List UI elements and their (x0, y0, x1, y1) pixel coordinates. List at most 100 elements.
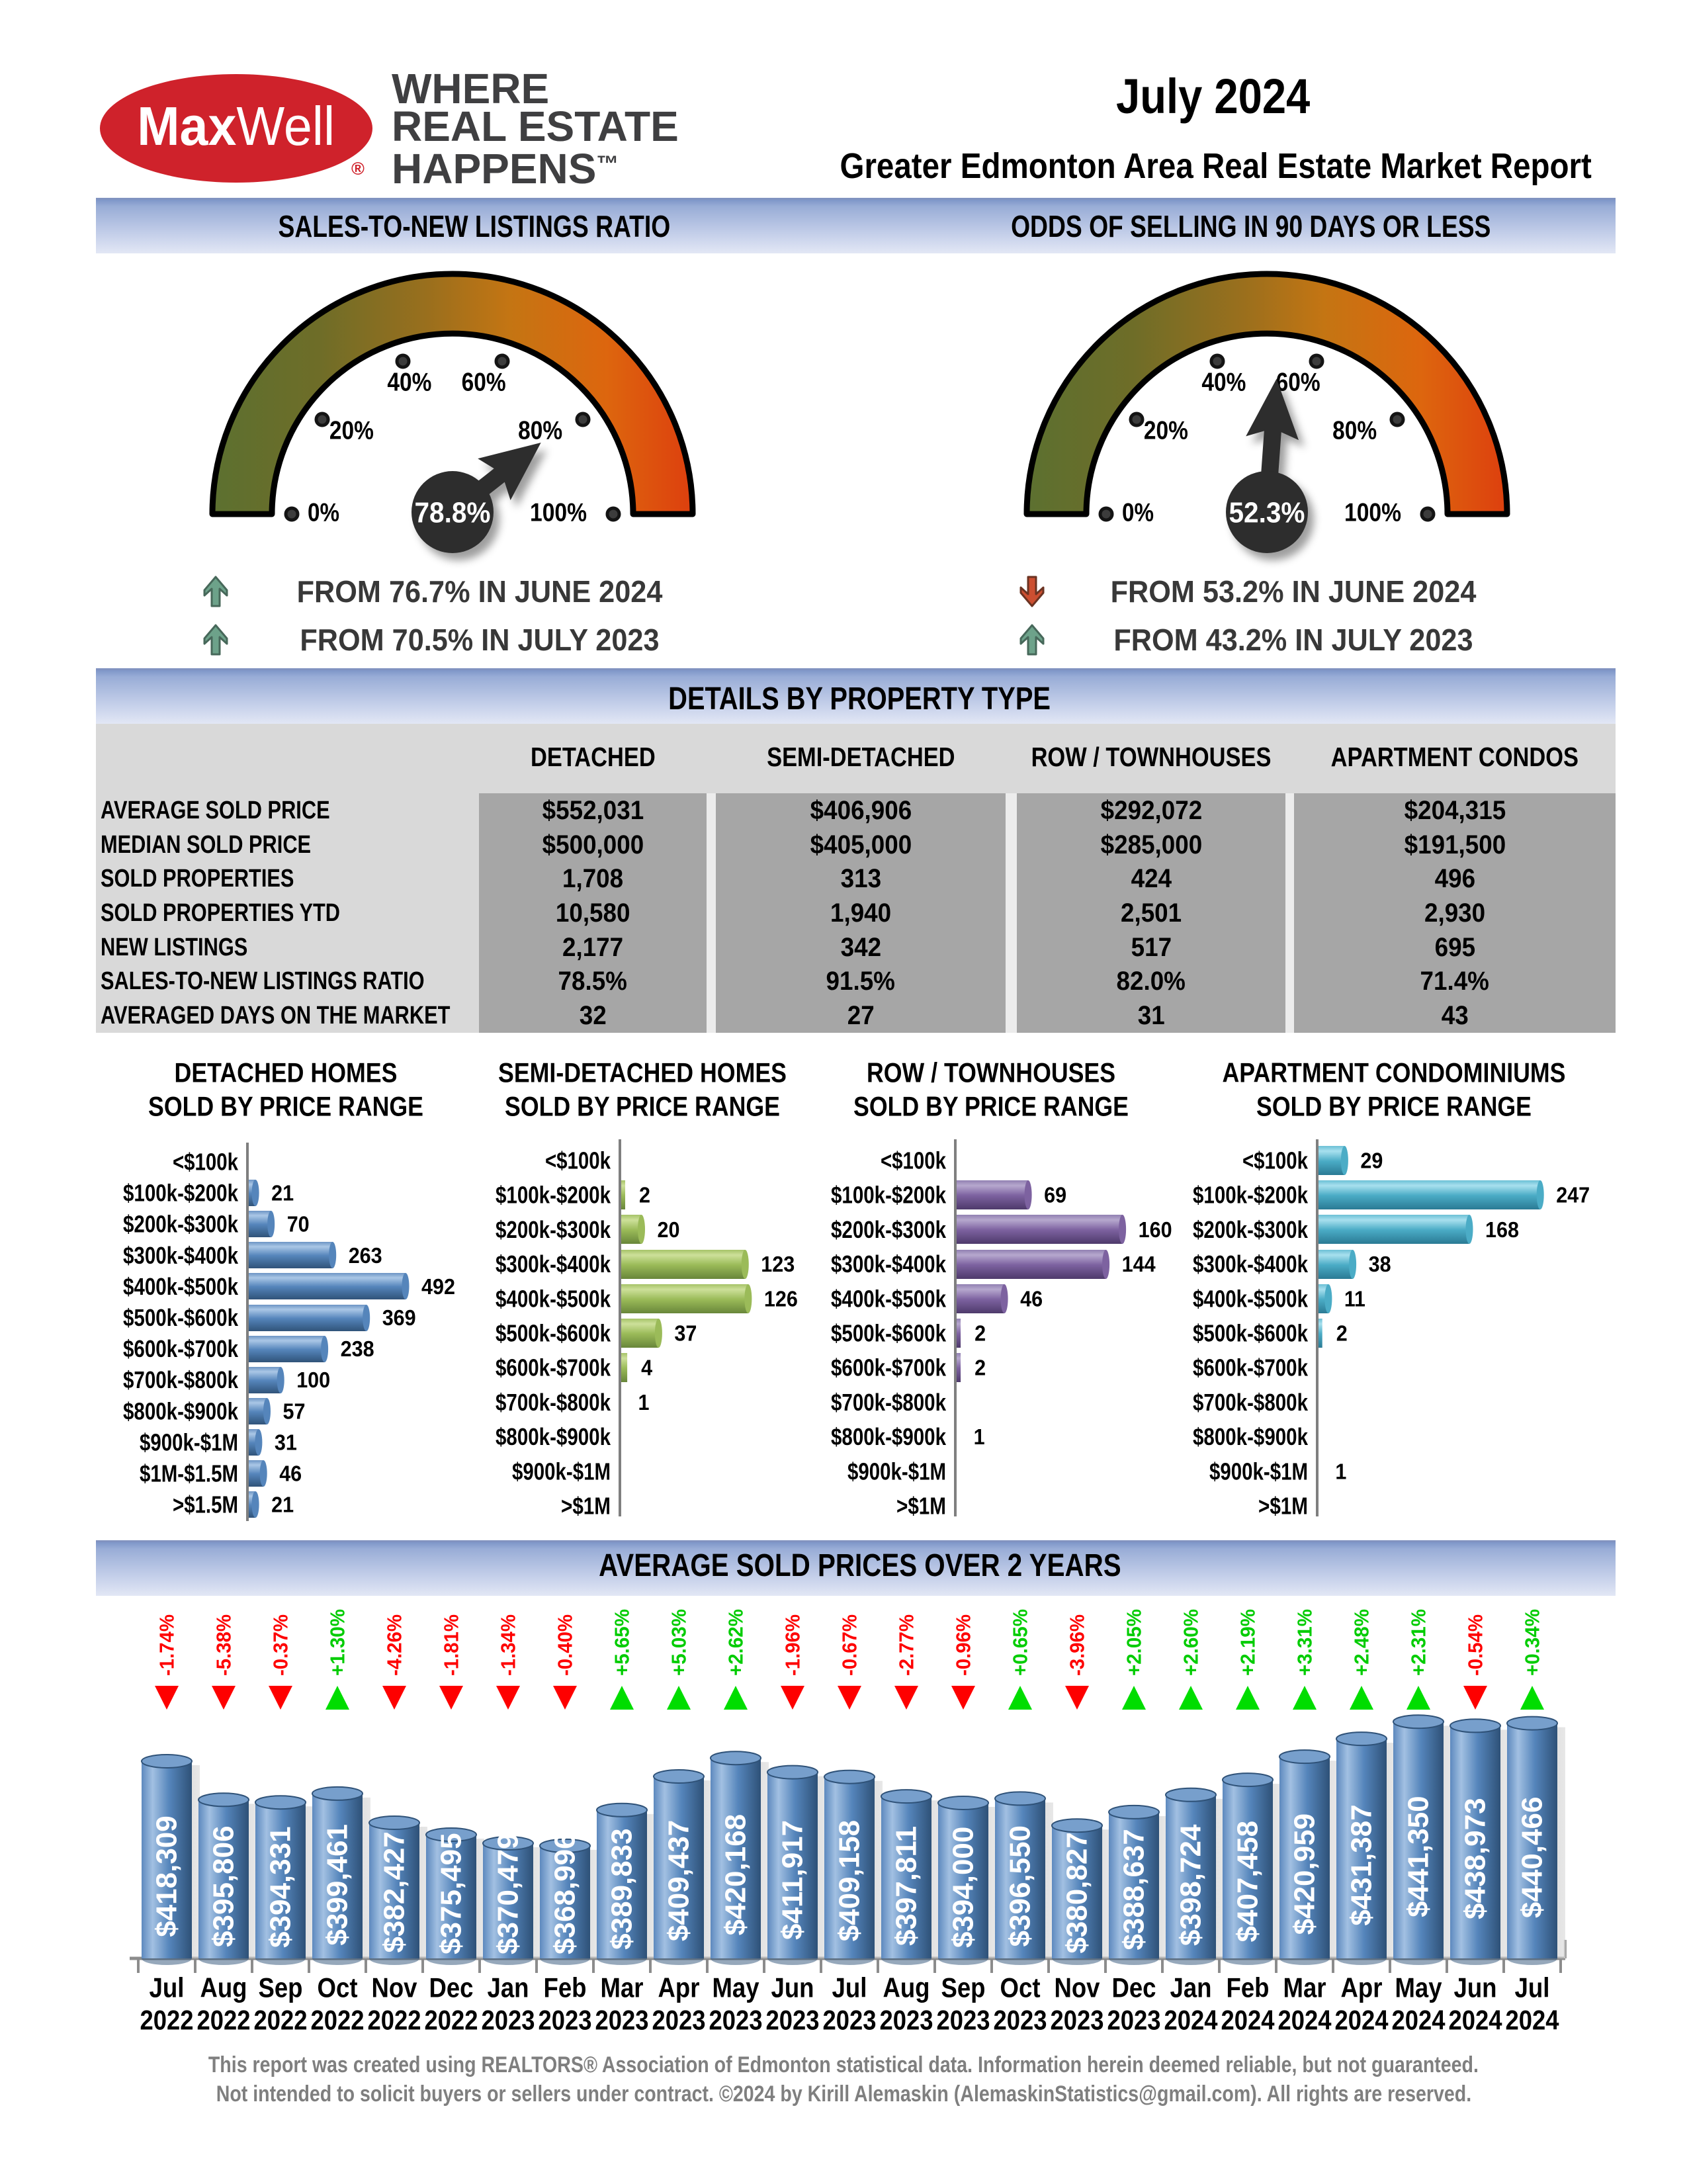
svg-text:<$100k: <$100k (1242, 1147, 1309, 1174)
svg-text:$300k-$400k: $300k-$400k (831, 1250, 947, 1278)
svg-text:Apr: Apr (658, 1972, 700, 2003)
svg-text:Sep: Sep (941, 1972, 986, 2003)
svg-text:$409,437: $409,437 (663, 1820, 695, 1942)
svg-text:$900k-$1M: $900k-$1M (847, 1458, 946, 1485)
svg-text:Jul: Jul (1515, 1972, 1550, 2003)
svg-text:$200k-$300k: $200k-$300k (123, 1211, 239, 1238)
svg-text:40%: 40% (1201, 368, 1246, 396)
svg-text:-1.96%: -1.96% (781, 1614, 804, 1676)
svg-text:$500k-$600k: $500k-$600k (123, 1304, 239, 1331)
svg-text:46: 46 (279, 1462, 302, 1486)
svg-text:Aug: Aug (200, 1972, 247, 2003)
svg-text:52.3%: 52.3% (1229, 497, 1305, 529)
svg-text:$500k-$600k: $500k-$600k (1193, 1320, 1309, 1347)
svg-text:DETACHED HOMES: DETACHED HOMES (175, 1057, 398, 1088)
svg-text:$500k-$600k: $500k-$600k (831, 1320, 947, 1347)
svg-text:$300k-$400k: $300k-$400k (1193, 1250, 1309, 1278)
svg-text:Apr: Apr (1341, 1972, 1383, 2003)
svg-text:60%: 60% (1276, 368, 1320, 396)
svg-text:2023: 2023 (709, 2005, 763, 2036)
svg-text:Oct: Oct (1000, 1972, 1041, 2003)
svg-text:2022: 2022 (425, 2005, 478, 2036)
svg-text:Nov: Nov (372, 1972, 418, 2003)
svg-text:$418,309: $418,309 (151, 1815, 183, 1937)
svg-text:Jan: Jan (1170, 1972, 1212, 2003)
svg-text:20%: 20% (329, 417, 374, 445)
svg-text:May: May (713, 1972, 760, 2003)
svg-text:Dec: Dec (429, 1972, 474, 2003)
svg-text:80%: 80% (518, 417, 562, 445)
svg-text:11: 11 (1344, 1286, 1365, 1311)
svg-text:2024: 2024 (1392, 2005, 1446, 2036)
svg-text:2: 2 (1336, 1321, 1348, 1346)
svg-text:2023: 2023 (1107, 2005, 1161, 2036)
svg-text:2: 2 (974, 1356, 986, 1380)
svg-text:+2.19%: +2.19% (1236, 1609, 1260, 1676)
svg-text:37: 37 (674, 1321, 697, 1346)
svg-text:$100k-$200k: $100k-$200k (123, 1180, 239, 1207)
svg-text:$400k-$500k: $400k-$500k (123, 1273, 239, 1300)
svg-text:144: 144 (1122, 1252, 1156, 1276)
svg-text:Jan: Jan (488, 1972, 529, 2003)
svg-text:Feb: Feb (1227, 1972, 1270, 2003)
svg-text:126: 126 (764, 1286, 798, 1311)
svg-text:2022: 2022 (254, 2005, 308, 2036)
svg-text:$397,811: $397,811 (890, 1826, 923, 1946)
svg-text:+2.60%: +2.60% (1180, 1609, 1203, 1676)
svg-text:4: 4 (641, 1356, 653, 1380)
svg-text:Jun: Jun (1454, 1972, 1497, 2003)
svg-text:100%: 100% (530, 499, 587, 527)
svg-text:$394,331: $394,331 (265, 1826, 297, 1948)
svg-text:$800k-$900k: $800k-$900k (831, 1423, 947, 1450)
svg-text:$407,458: $407,458 (1232, 1821, 1264, 1943)
svg-text:-0.37%: -0.37% (269, 1614, 292, 1676)
svg-text:$600k-$700k: $600k-$700k (831, 1354, 947, 1381)
svg-text:+0.34%: +0.34% (1521, 1609, 1544, 1676)
svg-text:<$100k: <$100k (881, 1147, 947, 1174)
svg-text:2023: 2023 (482, 2005, 535, 2036)
svg-text:$368,996: $368,996 (549, 1833, 582, 1954)
svg-text:$440,466: $440,466 (1516, 1797, 1549, 1919)
svg-text:$382,427: $382,427 (378, 1831, 411, 1953)
svg-text:38: 38 (1369, 1252, 1391, 1276)
svg-text:20: 20 (658, 1217, 680, 1242)
svg-text:$800k-$900k: $800k-$900k (496, 1423, 611, 1450)
svg-text:2023: 2023 (880, 2005, 933, 2036)
svg-text:$300k-$400k: $300k-$400k (123, 1242, 239, 1269)
svg-text:+2.62%: +2.62% (724, 1609, 748, 1676)
svg-text:123: 123 (761, 1252, 795, 1276)
svg-text:1: 1 (1335, 1459, 1346, 1483)
svg-text:SEMI-DETACHED HOMES: SEMI-DETACHED HOMES (498, 1057, 787, 1088)
svg-text:SOLD BY PRICE RANGE: SOLD BY PRICE RANGE (505, 1091, 780, 1122)
svg-text:21: 21 (271, 1181, 294, 1205)
svg-text:2023: 2023 (595, 2005, 649, 2036)
svg-text:100%: 100% (1344, 499, 1401, 527)
svg-text:31: 31 (275, 1430, 297, 1454)
svg-text:2022: 2022 (368, 2005, 421, 2036)
svg-text:263: 263 (349, 1243, 382, 1268)
svg-text:$100k-$200k: $100k-$200k (831, 1182, 947, 1209)
svg-text:0%: 0% (1122, 499, 1154, 527)
svg-text:2023: 2023 (652, 2005, 706, 2036)
svg-text:57: 57 (283, 1399, 306, 1423)
svg-text:<$100k: <$100k (545, 1147, 611, 1174)
svg-text:$409,158: $409,158 (834, 1820, 866, 1942)
svg-text:SOLD BY PRICE RANGE: SOLD BY PRICE RANGE (148, 1091, 423, 1122)
svg-text:2: 2 (639, 1183, 650, 1207)
svg-text:Jun: Jun (771, 1972, 814, 2003)
svg-text:46: 46 (1020, 1286, 1043, 1311)
svg-text:$100k-$200k: $100k-$200k (1193, 1182, 1309, 1209)
svg-text:+2.48%: +2.48% (1350, 1609, 1373, 1676)
svg-text:$900k-$1M: $900k-$1M (1209, 1458, 1308, 1485)
svg-text:2023: 2023 (1051, 2005, 1104, 2036)
svg-text:Jul: Jul (150, 1972, 185, 2003)
svg-text:<$100k: <$100k (173, 1149, 239, 1176)
svg-text:168: 168 (1485, 1217, 1519, 1242)
svg-text:$900k-$1M: $900k-$1M (140, 1428, 238, 1456)
svg-text:78.8%: 78.8% (415, 497, 491, 529)
svg-text:>$1M: >$1M (1258, 1493, 1308, 1520)
svg-text:Feb: Feb (544, 1972, 587, 2003)
svg-text:2023: 2023 (766, 2005, 820, 2036)
svg-text:$600k-$700k: $600k-$700k (123, 1335, 239, 1362)
svg-text:-0.54%: -0.54% (1464, 1614, 1487, 1676)
